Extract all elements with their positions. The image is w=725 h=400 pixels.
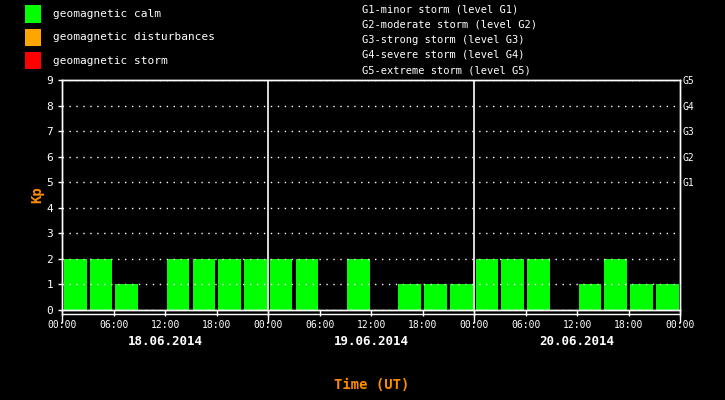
Text: G5-extreme storm (level G5): G5-extreme storm (level G5) [362,65,531,75]
Text: G2-moderate storm (level G2): G2-moderate storm (level G2) [362,20,537,30]
Bar [90,259,112,310]
Bar [167,259,189,310]
Bar [605,259,627,310]
Bar [476,259,498,310]
Text: 20.06.2014: 20.06.2014 [539,335,615,348]
Bar [424,284,447,310]
Text: 18.06.2014: 18.06.2014 [128,335,203,348]
Bar [193,259,215,310]
Bar [115,284,138,310]
Bar [25,52,41,70]
Bar [399,284,421,310]
Text: geomagnetic calm: geomagnetic calm [54,9,162,19]
Text: G4-severe storm (level G4): G4-severe storm (level G4) [362,50,525,60]
Text: G1-minor storm (level G1): G1-minor storm (level G1) [362,4,519,14]
Text: geomagnetic disturbances: geomagnetic disturbances [54,32,215,42]
Text: geomagnetic storm: geomagnetic storm [54,56,168,66]
Bar [630,284,652,310]
Bar [25,6,41,23]
Bar [656,284,679,310]
Bar [218,259,241,310]
Text: 19.06.2014: 19.06.2014 [334,335,409,348]
Bar [64,259,86,310]
Bar [296,259,318,310]
Bar [25,29,41,46]
Bar [450,284,473,310]
Bar [347,259,370,310]
Bar [502,259,524,310]
Text: G3-strong storm (level G3): G3-strong storm (level G3) [362,35,525,45]
Bar [579,284,601,310]
Bar [244,259,267,310]
Bar [270,259,292,310]
Text: Time (UT): Time (UT) [334,378,409,392]
Y-axis label: Kp: Kp [30,187,44,203]
Bar [527,259,550,310]
